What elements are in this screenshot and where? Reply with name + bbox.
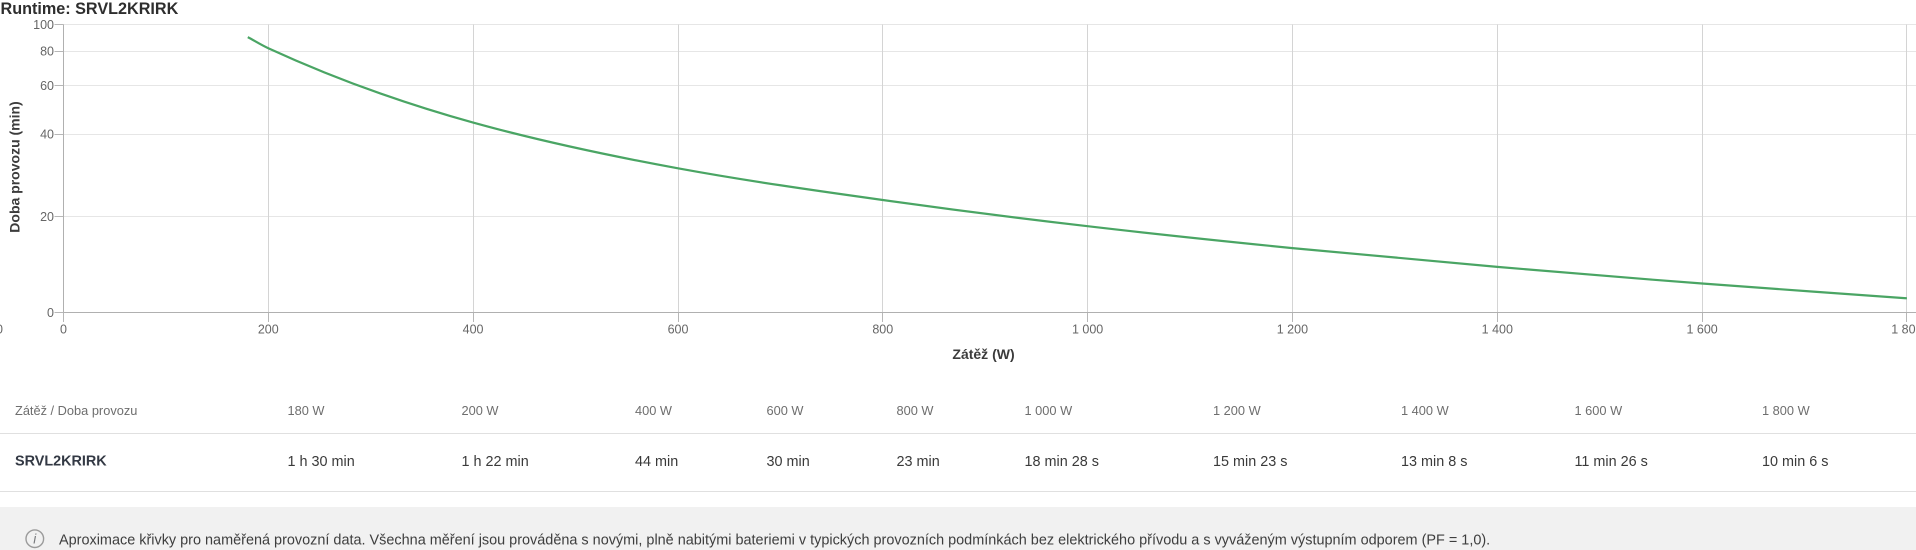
svg-text:30 min: 30 min: [767, 454, 810, 470]
svg-text:0: 0: [0, 323, 3, 337]
svg-text:Doba provozu (min): Doba provozu (min): [6, 101, 22, 232]
svg-text:600 W: 600 W: [767, 403, 805, 418]
svg-text:Aproximace křivky pro naměřená: Aproximace křivky pro naměřená provozní …: [59, 533, 1490, 549]
svg-text:400 W: 400 W: [635, 403, 673, 418]
svg-text:1 400 W: 1 400 W: [1401, 403, 1450, 418]
svg-text:1 800: 1 800: [1891, 323, 1916, 337]
svg-text:1 000: 1 000: [1072, 323, 1103, 337]
svg-text:1 600: 1 600: [1686, 323, 1717, 337]
svg-text:400: 400: [463, 323, 484, 337]
svg-text:15 min 23 s: 15 min 23 s: [1213, 454, 1287, 470]
svg-text:1 200 W: 1 200 W: [1213, 403, 1262, 418]
svg-text:18 min 28 s: 18 min 28 s: [1025, 454, 1099, 470]
svg-text:200: 200: [258, 323, 279, 337]
svg-text:10 min 6 s: 10 min 6 s: [1762, 454, 1828, 470]
svg-text:i: i: [33, 532, 37, 547]
svg-text:800 W: 800 W: [897, 403, 935, 418]
svg-text:23 min: 23 min: [897, 454, 940, 470]
svg-text:1 000 W: 1 000 W: [1025, 403, 1074, 418]
svg-text:800: 800: [872, 323, 893, 337]
svg-text:80: 80: [40, 45, 54, 59]
svg-text:0: 0: [60, 323, 67, 337]
svg-text:1 200: 1 200: [1277, 323, 1308, 337]
svg-text:Zátěž / Doba provozu: Zátěž / Doba provozu: [15, 403, 137, 418]
svg-text:20: 20: [40, 210, 54, 224]
svg-text:1 600 W: 1 600 W: [1575, 403, 1624, 418]
svg-text:Runtime: SRVL2KRIRK: Runtime: SRVL2KRIRK: [1, 0, 179, 18]
svg-text:1 h 30 min: 1 h 30 min: [288, 454, 355, 470]
svg-text:1 400: 1 400: [1482, 323, 1513, 337]
svg-text:Zátěž (W): Zátěž (W): [952, 346, 1014, 362]
svg-text:11 min 26 s: 11 min 26 s: [1575, 454, 1648, 470]
svg-text:100: 100: [33, 18, 54, 32]
svg-text:1 h 22 min: 1 h 22 min: [462, 454, 529, 470]
svg-text:SRVL2KRIRK: SRVL2KRIRK: [15, 454, 107, 470]
svg-text:600: 600: [668, 323, 689, 337]
svg-text:180 W: 180 W: [288, 403, 326, 418]
svg-text:1 800 W: 1 800 W: [1762, 403, 1811, 418]
svg-text:44 min: 44 min: [635, 454, 678, 470]
svg-text:40: 40: [40, 127, 54, 141]
svg-text:200 W: 200 W: [462, 403, 500, 418]
svg-text:60: 60: [40, 79, 54, 93]
svg-text:0: 0: [47, 306, 54, 320]
svg-text:13 min 8 s: 13 min 8 s: [1401, 454, 1467, 470]
